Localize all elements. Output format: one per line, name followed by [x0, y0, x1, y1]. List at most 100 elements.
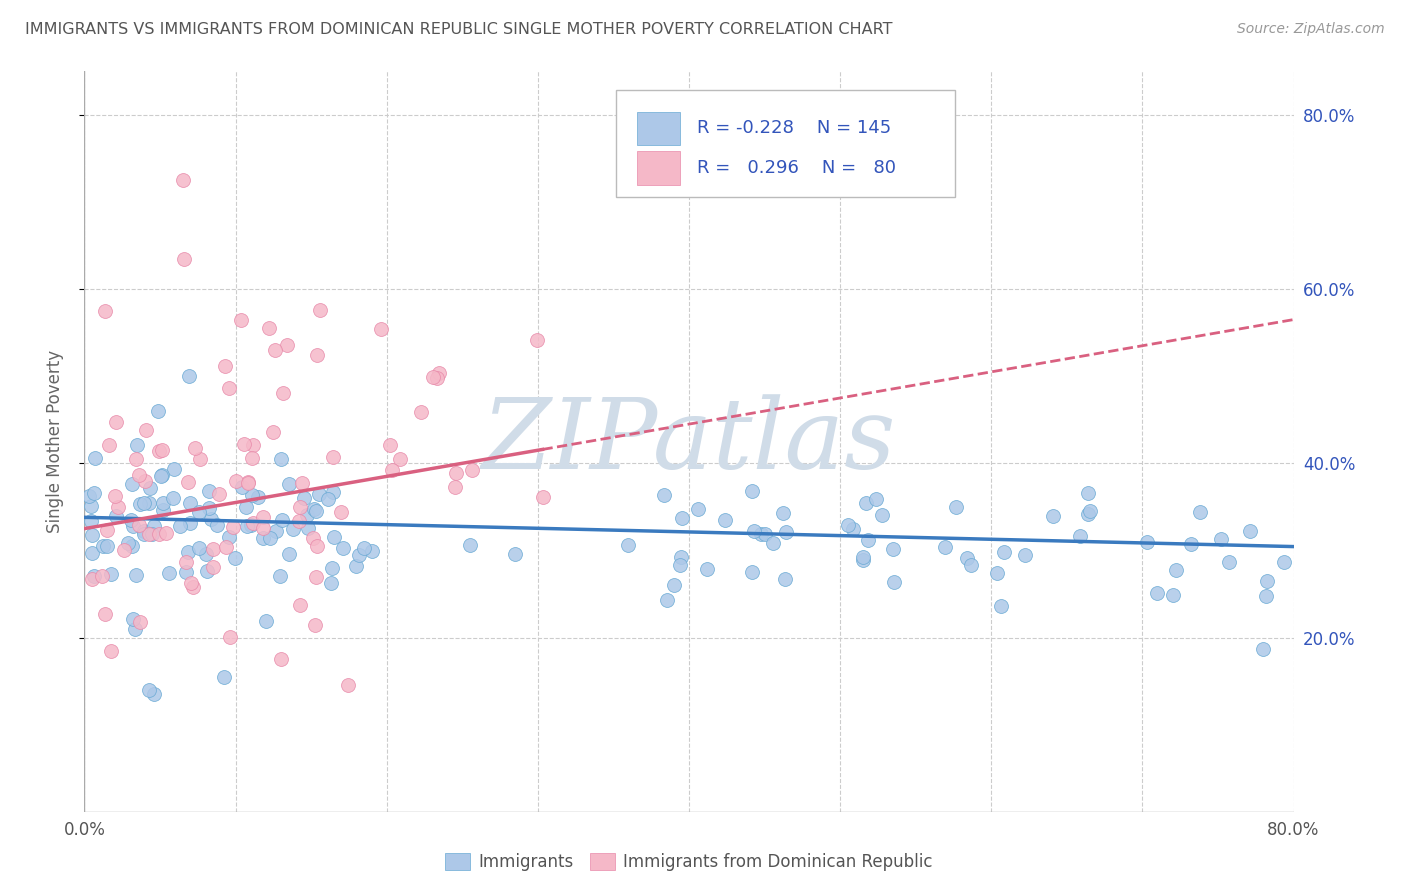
Point: [134, 524, 156, 539]
Point: [259, 531, 281, 545]
Point: [934, 540, 956, 554]
Point: [229, 312, 252, 326]
Point: [138, 682, 160, 697]
Point: [225, 474, 247, 488]
Point: [986, 566, 1008, 580]
Point: [134, 527, 156, 541]
Point: [526, 333, 548, 347]
Point: [1042, 509, 1064, 524]
Point: [742, 524, 765, 538]
Point: [205, 518, 228, 533]
Point: [125, 438, 148, 452]
Point: [141, 527, 163, 541]
Point: [80, 546, 103, 560]
Point: [389, 451, 412, 466]
Point: [174, 555, 197, 569]
Point: [125, 567, 148, 582]
Point: [148, 526, 170, 541]
Point: [696, 562, 718, 576]
Point: [1166, 563, 1188, 577]
Point: [254, 614, 277, 628]
Y-axis label: Single Mother Poverty: Single Mother Poverty: [45, 350, 63, 533]
Point: [120, 513, 142, 527]
Point: [157, 566, 180, 581]
Point: [657, 593, 679, 607]
Point: [361, 544, 384, 558]
Point: [122, 611, 145, 625]
Point: [222, 520, 245, 534]
Point: [1211, 532, 1233, 546]
Point: [772, 506, 794, 520]
Point: [188, 541, 211, 555]
Point: [235, 500, 257, 514]
Point: [146, 404, 169, 418]
Point: [852, 553, 875, 567]
Point: [198, 501, 221, 516]
Point: [174, 566, 197, 580]
Point: [837, 518, 859, 533]
Point: [378, 437, 401, 451]
Point: [842, 522, 865, 536]
Point: [138, 481, 160, 495]
Point: [307, 348, 329, 362]
Point: [353, 541, 375, 555]
Point: [177, 544, 200, 558]
Point: [128, 467, 150, 482]
Point: [276, 338, 298, 352]
Point: [214, 359, 236, 373]
Point: [749, 527, 772, 541]
Point: [125, 452, 148, 467]
Point: [883, 574, 905, 589]
Point: [152, 503, 174, 517]
Point: [347, 548, 370, 562]
Point: [252, 509, 274, 524]
Point: [100, 566, 122, 581]
Point: [212, 670, 235, 684]
Point: [100, 644, 122, 658]
Point: [246, 490, 269, 504]
Point: [297, 521, 319, 535]
Point: [121, 539, 143, 553]
Point: [945, 500, 967, 514]
Point: [179, 496, 201, 510]
Point: [668, 558, 690, 573]
Point: [180, 575, 202, 590]
Point: [128, 517, 150, 532]
Point: [329, 504, 352, 518]
Point: [422, 370, 444, 384]
Point: [242, 438, 264, 452]
Point: [288, 514, 311, 528]
Point: [83, 569, 105, 583]
Point: [319, 575, 342, 590]
Point: [741, 565, 763, 579]
Point: [104, 489, 127, 503]
Point: [188, 452, 211, 467]
Text: Source: ZipAtlas.com: Source: ZipAtlas.com: [1237, 22, 1385, 37]
Point: [381, 463, 404, 477]
Point: [200, 512, 222, 526]
Point: [98, 438, 121, 452]
Point: [773, 572, 796, 586]
Point: [411, 404, 433, 418]
Point: [443, 480, 465, 494]
Point: [134, 475, 156, 489]
Point: [302, 502, 325, 516]
Point: [305, 503, 328, 517]
Point: [322, 484, 344, 499]
Point: [1069, 529, 1091, 543]
Point: [1180, 537, 1202, 551]
Point: [1077, 486, 1099, 500]
FancyBboxPatch shape: [616, 90, 955, 197]
Point: [426, 371, 449, 385]
Point: [714, 513, 737, 527]
Point: [93, 304, 115, 318]
Point: [652, 488, 675, 502]
Point: [148, 444, 170, 458]
Point: [142, 687, 165, 701]
Text: R =   0.296    N =   80: R = 0.296 N = 80: [697, 159, 897, 177]
Point: [852, 550, 875, 565]
Point: [882, 541, 904, 556]
Point: [231, 480, 253, 494]
Point: [503, 547, 526, 561]
Point: [218, 381, 240, 395]
